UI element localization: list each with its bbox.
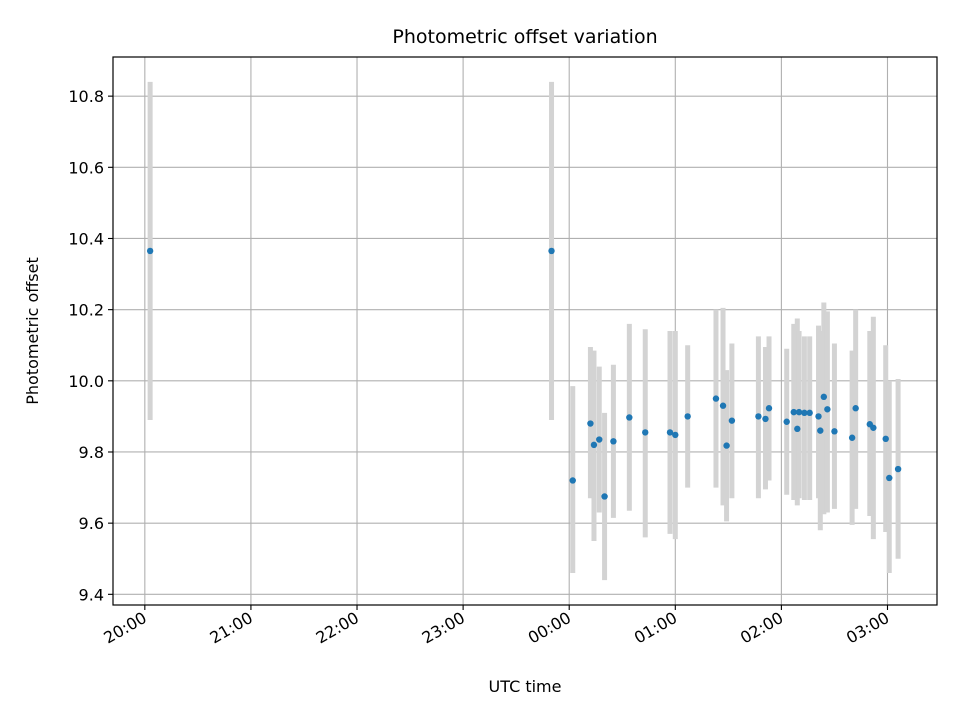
x-tick-label: 21:00 bbox=[206, 608, 255, 648]
data-points bbox=[146, 247, 902, 500]
data-point bbox=[626, 414, 633, 421]
y-axis-label: Photometric offset bbox=[23, 257, 42, 405]
x-tick-label: 03:00 bbox=[843, 608, 892, 648]
y-axis-ticks: 9.4 9.6 9.8 10.0 10.2 10.4 10.6 10.8 bbox=[68, 87, 113, 604]
chart-title: Photometric offset variation bbox=[392, 26, 657, 48]
data-point bbox=[815, 413, 822, 420]
data-point bbox=[684, 413, 691, 420]
x-tick-label: 00:00 bbox=[525, 608, 574, 648]
data-point bbox=[642, 429, 649, 436]
data-point bbox=[795, 408, 803, 416]
x-axis-ticks: 20:00 21:00 22:00 23:00 00:00 01:00 02:00 03:00 bbox=[100, 605, 892, 648]
data-point bbox=[806, 409, 813, 417]
data-point bbox=[719, 402, 727, 409]
data-point bbox=[590, 441, 598, 449]
error-bars bbox=[147, 81, 901, 581]
data-point bbox=[817, 427, 824, 434]
y-tick-label: 9.4 bbox=[79, 585, 104, 604]
x-axis-label: UTC time bbox=[489, 677, 562, 696]
y-tick-label: 10.2 bbox=[68, 301, 104, 320]
data-point bbox=[794, 425, 801, 433]
y-tick-label: 9.8 bbox=[79, 443, 104, 462]
x-tick-label: 22:00 bbox=[313, 608, 362, 648]
data-point bbox=[548, 247, 555, 255]
data-point bbox=[820, 393, 828, 401]
data-point bbox=[870, 424, 877, 431]
y-tick-label: 10.8 bbox=[68, 87, 104, 106]
data-point bbox=[762, 415, 769, 423]
data-point bbox=[723, 442, 730, 449]
data-point bbox=[728, 417, 736, 424]
data-point bbox=[146, 247, 154, 255]
data-point bbox=[765, 405, 773, 412]
x-tick-label: 02:00 bbox=[737, 608, 786, 648]
data-point bbox=[882, 435, 889, 443]
data-point bbox=[672, 431, 679, 439]
data-point bbox=[783, 418, 790, 425]
y-tick-label: 10.0 bbox=[68, 372, 104, 391]
data-point bbox=[801, 409, 808, 417]
data-point bbox=[610, 438, 617, 445]
grid bbox=[113, 57, 937, 605]
data-point bbox=[790, 408, 797, 416]
data-point bbox=[824, 406, 831, 413]
x-tick-label: 20:00 bbox=[100, 608, 149, 648]
y-tick-label: 9.6 bbox=[79, 514, 104, 533]
data-point bbox=[601, 493, 608, 500]
plot-frame bbox=[112, 56, 938, 606]
data-point bbox=[894, 465, 902, 473]
data-point bbox=[831, 428, 838, 435]
data-point bbox=[569, 477, 576, 484]
data-point bbox=[886, 474, 893, 482]
data-point bbox=[587, 420, 594, 427]
x-tick-label: 23:00 bbox=[419, 608, 468, 648]
data-point bbox=[848, 434, 856, 441]
data-point bbox=[755, 413, 762, 420]
data-point bbox=[712, 395, 720, 402]
y-tick-label: 10.4 bbox=[68, 229, 104, 248]
y-tick-label: 10.6 bbox=[68, 158, 104, 177]
x-tick-label: 01:00 bbox=[631, 608, 680, 648]
data-point bbox=[596, 436, 603, 443]
data-point bbox=[852, 405, 859, 412]
data-point bbox=[666, 429, 674, 436]
